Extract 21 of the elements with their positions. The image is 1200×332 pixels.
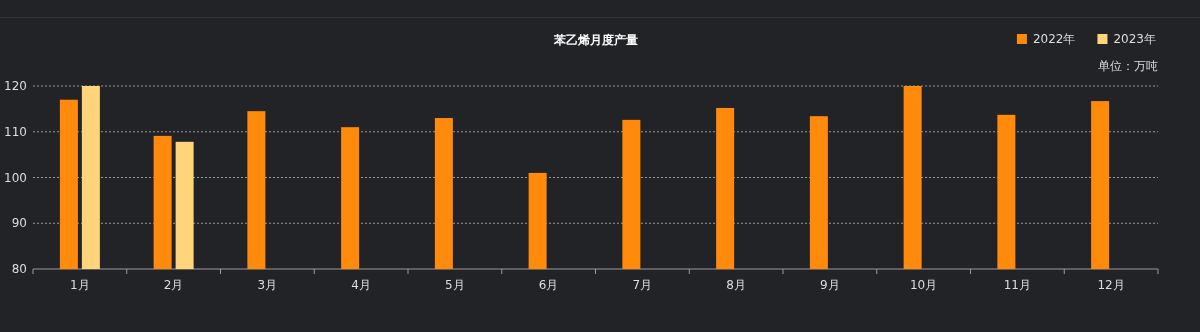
y-tick-label: 80 (11, 262, 27, 276)
y-tick-label: 110 (4, 124, 27, 139)
legend-label: 2023年 (1113, 32, 1156, 46)
x-tick-label: 11月 (1003, 278, 1032, 292)
x-tick-label: 10月 (909, 278, 938, 292)
x-tick-label: 8月 (726, 278, 746, 292)
legend-label: 2022年 (1032, 32, 1076, 46)
x-tick-label: 5月 (445, 278, 465, 292)
y-tick-label: 100 (4, 170, 27, 185)
text: 单位：万吨 (1098, 59, 1158, 73)
x-tick-label: 2月 (163, 278, 184, 292)
x-tick-label: 6月 (538, 278, 559, 292)
x-tick-label: 3月 (257, 278, 278, 292)
y-tick-label: 90 (11, 216, 27, 231)
x-tick-label: 12月 (1097, 278, 1125, 292)
x-tick-label: 4月 (351, 278, 371, 292)
x-tick-label: 9月 (820, 278, 840, 292)
x-tick-label: 1月 (70, 278, 90, 292)
y-tick-label: 120 (4, 79, 27, 93)
chart-title: 苯乙烯月度产量 (552, 33, 638, 47)
x-tick-label: 7月 (632, 278, 653, 292)
